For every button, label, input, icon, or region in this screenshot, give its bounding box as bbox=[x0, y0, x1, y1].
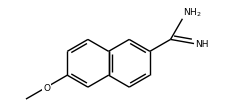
Text: NH: NH bbox=[195, 40, 209, 49]
Text: NH$_2$: NH$_2$ bbox=[183, 6, 202, 19]
Text: O: O bbox=[43, 83, 50, 92]
